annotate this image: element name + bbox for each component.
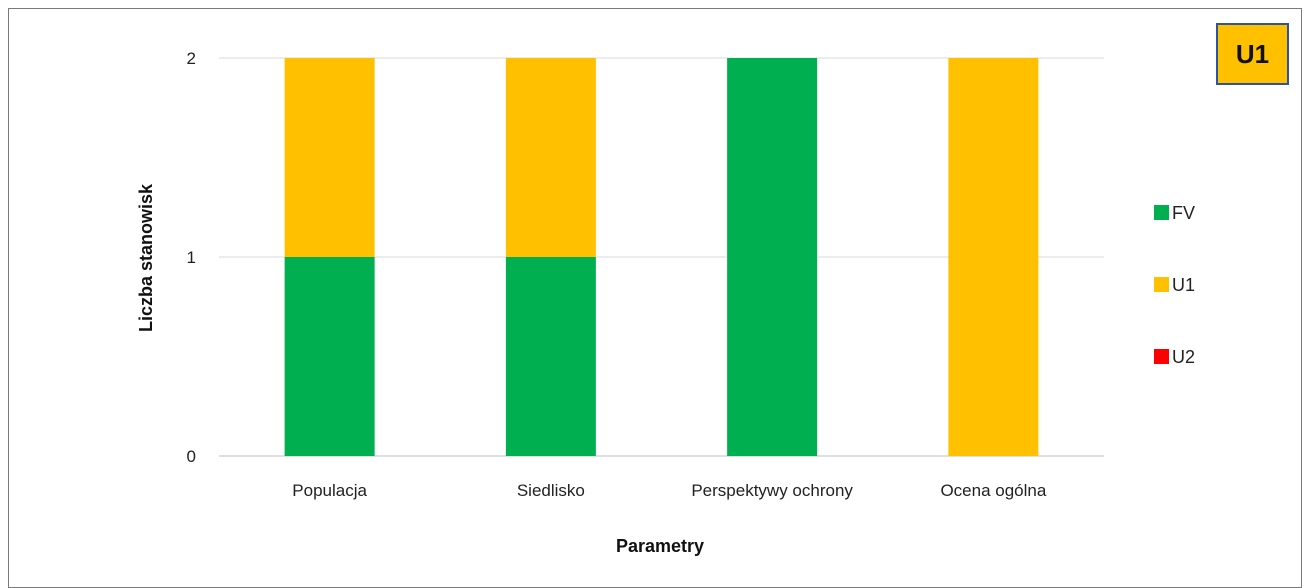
legend-label: U2 — [1172, 347, 1195, 367]
legend-swatch-u1 — [1154, 277, 1169, 292]
x-axis-title: Parametry — [616, 536, 704, 556]
bar-segment-fv — [727, 58, 818, 456]
legend-swatch-fv — [1154, 205, 1169, 220]
legend-label: FV — [1172, 203, 1195, 223]
bar-segment-u1 — [505, 58, 596, 257]
stacked-bar-chart: 0 1 2 Populacja Siedlisko Perspektywy ochron… — [136, 49, 1195, 556]
bar-segment-fv — [505, 257, 596, 456]
y-tick-label: 2 — [187, 49, 196, 68]
y-axis-ticks: 0 1 2 — [187, 49, 196, 466]
y-axis-title: Liczba stanowisk — [136, 183, 156, 332]
x-axis-ticks: Populacja Siedlisko Perspektywy ochrony Oce… — [292, 481, 1047, 500]
y-tick-label: 0 — [187, 447, 196, 466]
legend: FV U1 U2 — [1154, 203, 1195, 367]
bars — [284, 58, 1039, 456]
bar-segment-fv — [284, 257, 375, 456]
y-tick-label: 1 — [187, 248, 196, 267]
bar-segment-u1 — [948, 58, 1039, 456]
x-tick-label: Siedlisko — [517, 481, 585, 500]
status-badge: U1 — [1216, 23, 1289, 85]
legend-swatch-u2 — [1154, 349, 1169, 364]
status-badge-label: U1 — [1235, 38, 1270, 69]
x-tick-label: Ocena ogólna — [940, 481, 1046, 500]
x-tick-label: Populacja — [292, 481, 367, 500]
bar-segment-u1 — [284, 58, 375, 257]
legend-label: U1 — [1172, 275, 1195, 295]
x-tick-label: Perspektywy ochrony — [691, 481, 853, 500]
